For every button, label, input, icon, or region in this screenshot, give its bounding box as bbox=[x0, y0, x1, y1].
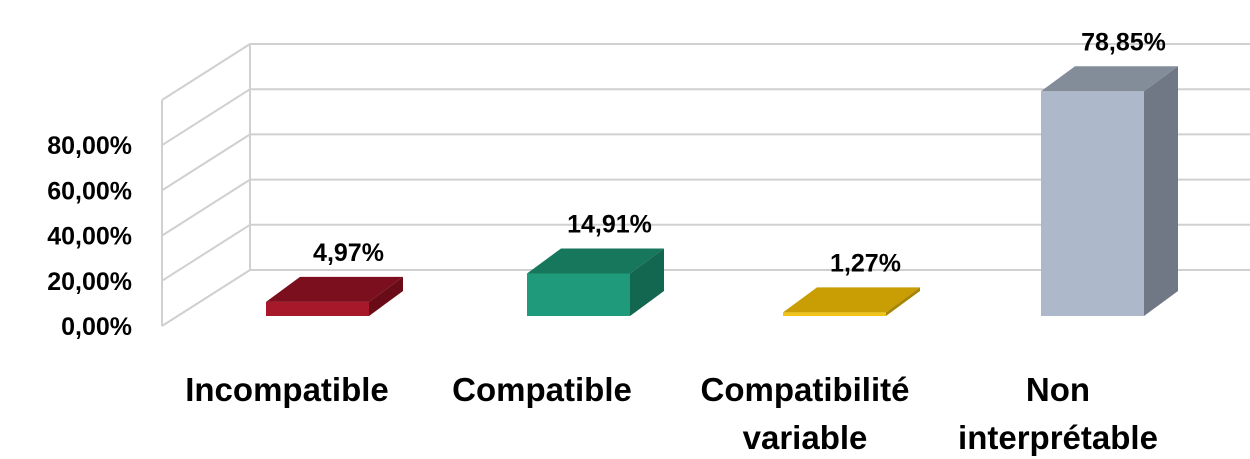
bar-side bbox=[369, 276, 403, 316]
bar-front bbox=[266, 301, 369, 316]
y-tick-label: 40,00% bbox=[47, 223, 132, 251]
bar-top bbox=[266, 276, 403, 302]
side-wall-gridline bbox=[161, 269, 251, 327]
category-label: Incompatible bbox=[185, 371, 389, 408]
bar-side bbox=[1144, 66, 1178, 316]
bar-side bbox=[630, 248, 664, 316]
side-wall-gridline bbox=[161, 43, 251, 101]
bars bbox=[266, 66, 1178, 316]
bar-top bbox=[1041, 66, 1178, 92]
bar-front bbox=[527, 273, 630, 316]
category-label: Compatible bbox=[452, 371, 632, 408]
bar-top bbox=[527, 248, 664, 274]
data-label: 1,27% bbox=[830, 249, 901, 277]
side-wall-gridline bbox=[161, 178, 251, 237]
data-label: 78,85% bbox=[1081, 28, 1166, 56]
data-label: 14,91% bbox=[567, 211, 652, 239]
bar bbox=[527, 248, 664, 316]
category-label: Non bbox=[1026, 371, 1090, 408]
side-wall-gridline bbox=[161, 88, 251, 147]
chart-grid bbox=[161, 43, 1250, 327]
data-labels: 4,97% 14,91% 1,27% 78,85% bbox=[313, 28, 1166, 277]
category-label: Compatibilité bbox=[700, 371, 909, 408]
bar-front bbox=[1041, 91, 1144, 316]
side-wall-gridline bbox=[161, 133, 251, 192]
data-label: 4,97% bbox=[313, 239, 384, 267]
y-tick-label: 60,00% bbox=[47, 177, 132, 205]
side-wall-gridline bbox=[161, 223, 251, 282]
category-label: interprétable bbox=[958, 419, 1158, 456]
y-tick-label: 0,00% bbox=[61, 313, 132, 341]
bar bbox=[266, 276, 403, 316]
bar-side bbox=[886, 287, 920, 316]
bar-front bbox=[783, 312, 886, 316]
bar bbox=[783, 287, 920, 316]
x-axis: Incompatible Compatible Compatibilité varia… bbox=[185, 371, 1158, 456]
bar bbox=[1041, 66, 1178, 316]
y-axis: 0,00% 20,00% 40,00% 60,00% 80,00% bbox=[47, 132, 132, 341]
y-tick-label: 80,00% bbox=[47, 132, 132, 160]
category-label: variable bbox=[743, 419, 868, 456]
y-tick-label: 20,00% bbox=[47, 268, 132, 296]
bar-top bbox=[783, 287, 920, 313]
